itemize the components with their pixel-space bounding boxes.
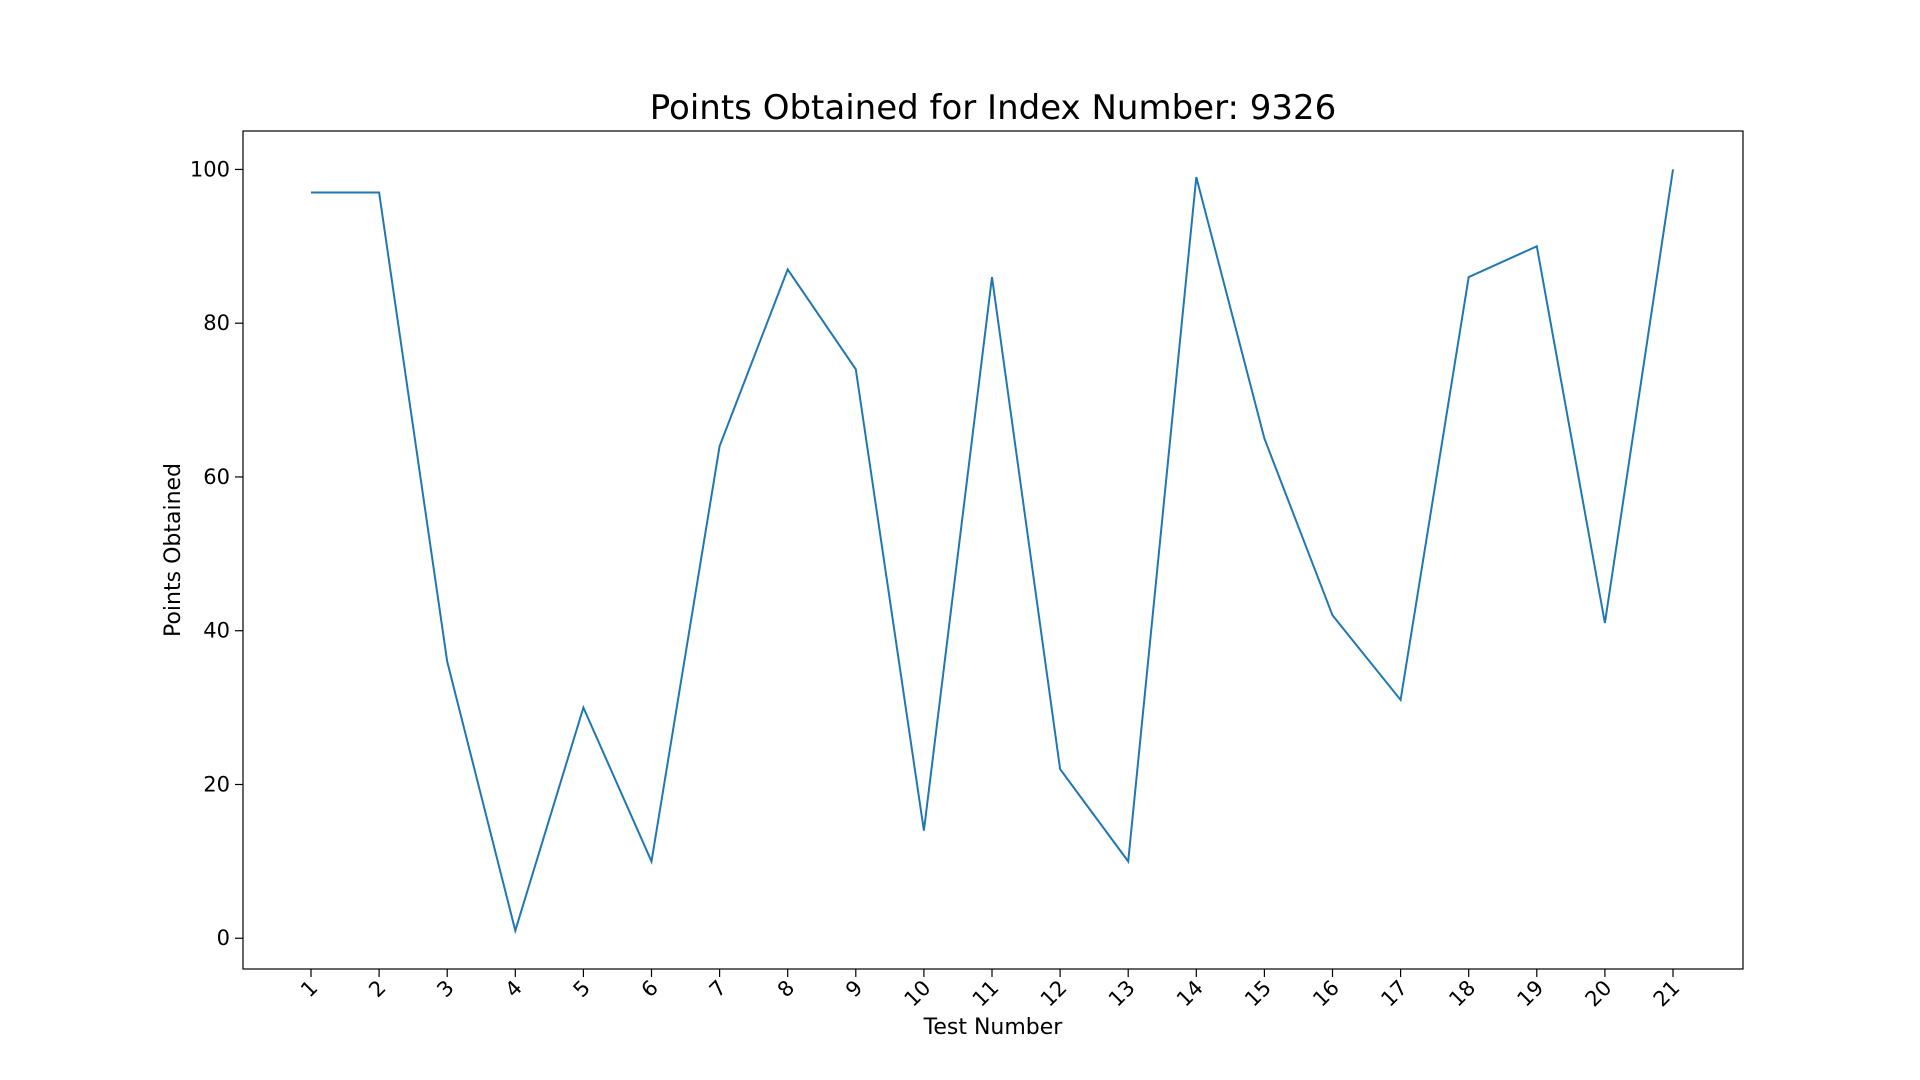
y-tick-label: 100	[190, 157, 230, 181]
chart-title: Points Obtained for Index Number: 9326	[650, 88, 1337, 128]
series-line	[311, 169, 1674, 935]
y-tick-label: 60	[203, 465, 230, 489]
y-axis-ticks: 0 20 40 60 80 100	[190, 157, 243, 950]
x-axis-label: Test Number	[923, 1015, 1064, 1040]
y-tick-label: 80	[203, 311, 230, 335]
axes-frame	[242, 130, 1744, 970]
y-axis-label: Points Obtained	[161, 463, 186, 637]
y-tick-label: 0	[217, 926, 230, 950]
y-tick-label: 40	[203, 619, 230, 643]
y-tick-label: 20	[203, 772, 230, 796]
plot-area	[242, 130, 1744, 970]
